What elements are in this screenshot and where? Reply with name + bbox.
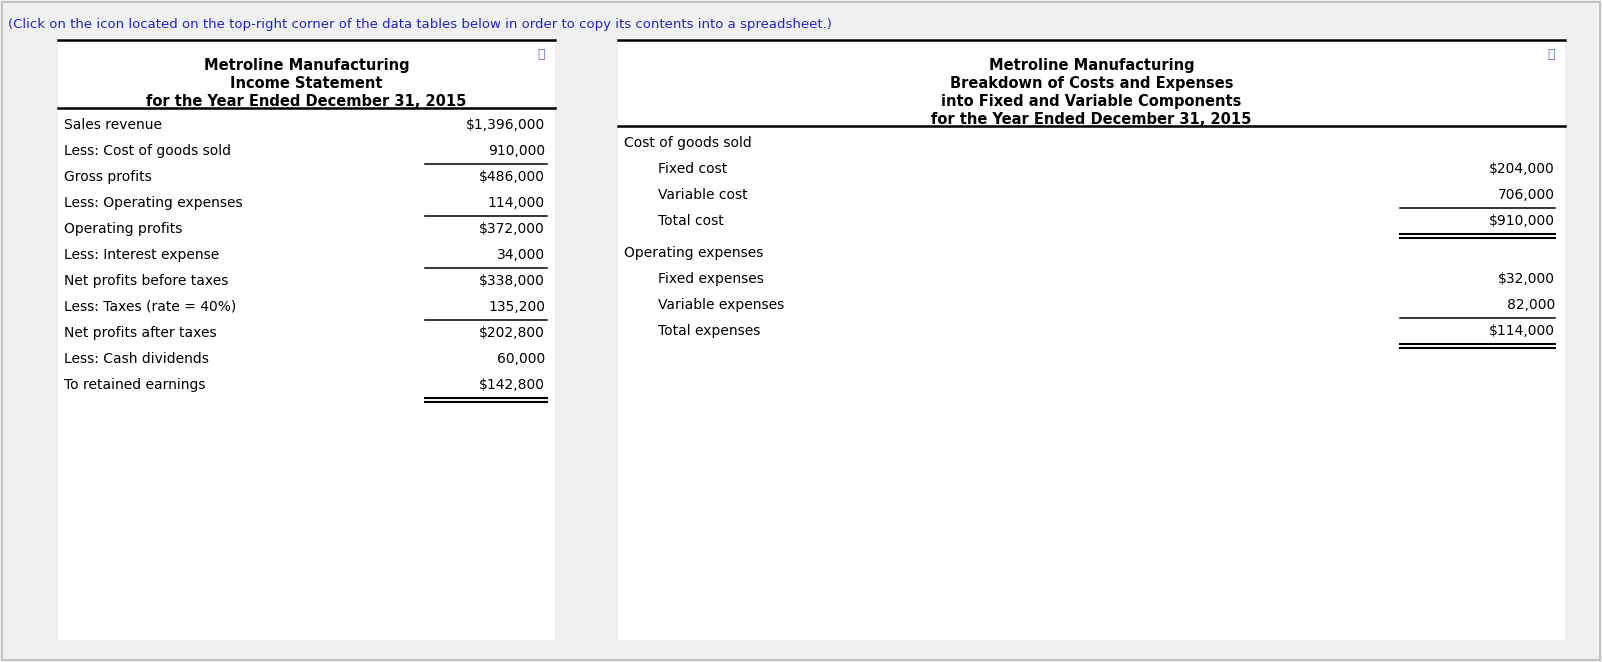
Bar bbox=[618, 38, 1565, 640]
Text: 60,000: 60,000 bbox=[497, 352, 545, 366]
Text: Income Statement: Income Statement bbox=[231, 76, 383, 91]
Text: $142,800: $142,800 bbox=[479, 378, 545, 392]
Text: Net profits before taxes: Net profits before taxes bbox=[64, 274, 229, 288]
Text: Variable cost: Variable cost bbox=[658, 188, 748, 202]
Text: To retained earnings: To retained earnings bbox=[64, 378, 205, 392]
Text: Breakdown of Costs and Expenses: Breakdown of Costs and Expenses bbox=[950, 76, 1234, 91]
Text: Variable expenses: Variable expenses bbox=[658, 298, 785, 312]
Text: 135,200: 135,200 bbox=[489, 300, 545, 314]
Text: (Click on the icon located on the top-right corner of the data tables below in o: (Click on the icon located on the top-ri… bbox=[8, 18, 831, 31]
Text: 82,000: 82,000 bbox=[1507, 298, 1556, 312]
Text: Less: Operating expenses: Less: Operating expenses bbox=[64, 196, 242, 210]
Text: $204,000: $204,000 bbox=[1490, 162, 1556, 176]
Text: Less: Interest expense: Less: Interest expense bbox=[64, 248, 219, 262]
Text: Cost of goods sold: Cost of goods sold bbox=[625, 136, 751, 150]
Text: ⎗: ⎗ bbox=[538, 48, 545, 61]
Text: Less: Cash dividends: Less: Cash dividends bbox=[64, 352, 208, 366]
Text: for the Year Ended December 31, 2015: for the Year Ended December 31, 2015 bbox=[146, 94, 466, 109]
Text: Metroline Manufacturing: Metroline Manufacturing bbox=[203, 58, 410, 73]
Text: $910,000: $910,000 bbox=[1488, 214, 1556, 228]
Text: Fixed expenses: Fixed expenses bbox=[658, 272, 764, 286]
Text: 706,000: 706,000 bbox=[1498, 188, 1556, 202]
Text: $1,396,000: $1,396,000 bbox=[466, 118, 545, 132]
Text: $372,000: $372,000 bbox=[479, 222, 545, 236]
Text: into Fixed and Variable Components: into Fixed and Variable Components bbox=[942, 94, 1242, 109]
Text: Operating profits: Operating profits bbox=[64, 222, 183, 236]
Text: Operating expenses: Operating expenses bbox=[625, 246, 764, 260]
Bar bbox=[58, 38, 554, 640]
Text: ⎗: ⎗ bbox=[1548, 48, 1556, 61]
Text: 114,000: 114,000 bbox=[489, 196, 545, 210]
Text: Net profits after taxes: Net profits after taxes bbox=[64, 326, 216, 340]
Text: 910,000: 910,000 bbox=[489, 144, 545, 158]
Text: 34,000: 34,000 bbox=[497, 248, 545, 262]
Text: Total cost: Total cost bbox=[658, 214, 724, 228]
Text: $338,000: $338,000 bbox=[479, 274, 545, 288]
Text: $486,000: $486,000 bbox=[479, 170, 545, 184]
Text: for the Year Ended December 31, 2015: for the Year Ended December 31, 2015 bbox=[931, 112, 1251, 127]
Text: Metroline Manufacturing: Metroline Manufacturing bbox=[988, 58, 1195, 73]
Text: Fixed cost: Fixed cost bbox=[658, 162, 727, 176]
Text: Less: Cost of goods sold: Less: Cost of goods sold bbox=[64, 144, 231, 158]
Text: $114,000: $114,000 bbox=[1488, 324, 1556, 338]
Text: Total expenses: Total expenses bbox=[658, 324, 761, 338]
Text: Gross profits: Gross profits bbox=[64, 170, 152, 184]
Text: $32,000: $32,000 bbox=[1498, 272, 1556, 286]
Text: Less: Taxes (rate = 40%): Less: Taxes (rate = 40%) bbox=[64, 300, 235, 314]
Text: Sales revenue: Sales revenue bbox=[64, 118, 162, 132]
Text: $202,800: $202,800 bbox=[479, 326, 545, 340]
